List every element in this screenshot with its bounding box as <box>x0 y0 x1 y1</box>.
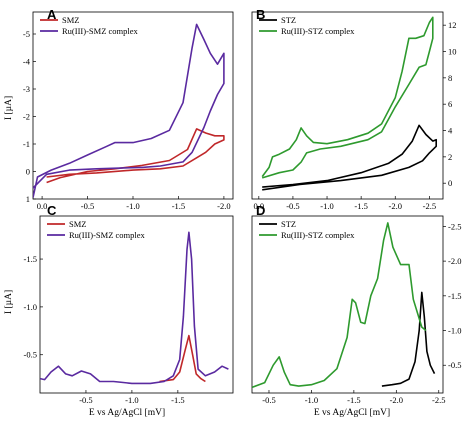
y-tick-label: -0.5 <box>24 350 37 360</box>
y-tick-label: -1.0 <box>448 326 461 336</box>
series-line-ru-iii-smz-complex <box>40 231 229 385</box>
legend-label: Ru(III)-SMZ complex <box>69 230 146 240</box>
y-tick-label: -2 <box>23 112 30 122</box>
y-tick-label: 1 <box>26 194 30 204</box>
y-tick-label: -1.0 <box>24 302 37 312</box>
panel-letter: D <box>256 203 265 218</box>
y-tick-label: 2 <box>448 152 452 162</box>
y-tick-label: 0 <box>26 167 30 177</box>
x-tick-label: -1.5 <box>354 201 367 211</box>
y-tick-label: 8 <box>448 73 452 83</box>
panel-a: 0.0 -0.5 -1.0 -1.5 -2.0 1 0 -1 -2 -3 -4 -5 SMZRu(III… <box>23 7 234 211</box>
plot-frame <box>39 215 234 394</box>
y-tick-label: 6 <box>448 99 452 109</box>
series-line-smz <box>46 128 225 184</box>
legend-label: SMZ <box>62 15 79 25</box>
panel-letter: C <box>47 203 57 218</box>
x-tick-label: -1.5 <box>171 395 184 405</box>
plot-frame <box>251 215 444 394</box>
x-tick-label: -2.0 <box>390 395 403 405</box>
plot-frame <box>251 11 444 200</box>
legend-label: STZ <box>281 15 296 25</box>
y-tick-label: 0 <box>448 178 452 188</box>
x-tick-label: -1.5 <box>347 395 360 405</box>
x-tick-label: 0.0 <box>254 201 265 211</box>
x-tick-label: -1.0 <box>305 395 318 405</box>
legend-label: STZ <box>281 219 296 229</box>
y-tick-label: -1.5 <box>24 254 37 264</box>
x-tick-label: -1.0 <box>320 201 333 211</box>
x-tick-label: -0.5 <box>81 201 94 211</box>
series-line-ru-iii-stz-complex <box>252 222 427 389</box>
x-tick-label: -2.0 <box>217 201 230 211</box>
x-tick-label: -0.5 <box>262 395 275 405</box>
series-line-ru-iii-stz-complex <box>261 16 434 179</box>
series-line-stz <box>262 124 437 191</box>
legend-label: Ru(III)-STZ complex <box>281 26 355 36</box>
y-tick-label: -0.5 <box>448 360 461 370</box>
x-tick-label: -2.5 <box>423 201 436 211</box>
y-tick-label: -1.5 <box>448 291 461 301</box>
y-tick-label: -1 <box>23 139 30 149</box>
x-tick-label: -0.5 <box>286 201 299 211</box>
x-tick-label: -1.5 <box>172 201 185 211</box>
y-tick-label: 4 <box>448 126 453 136</box>
series-line-stz <box>381 291 436 387</box>
x-tick-label: 0.0 <box>37 201 48 211</box>
x-tick-label: -2.5 <box>432 395 445 405</box>
legend-label: SMZ <box>69 219 86 229</box>
y-tick-label: -4 <box>23 57 31 67</box>
x-tick-label: -2.0 <box>389 201 402 211</box>
series-line-smz <box>159 334 206 383</box>
legend-label: Ru(III)-SMZ complex <box>62 26 139 36</box>
y-tick-label: 12 <box>448 20 457 30</box>
panel-b: 0.0 -0.5 -1.0 -1.5 -2.0 -2.5 0 2 4 6 8 10 12 STZRu(II… <box>251 7 457 211</box>
y-tick-label: -2.0 <box>448 256 461 266</box>
x-tick-label: -0.5 <box>79 395 92 405</box>
legend-label: Ru(III)-STZ complex <box>281 230 355 240</box>
y-tick-label: -2.5 <box>448 221 461 231</box>
panel-d: -0.5 -1.0 -1.5 -2.0 -2.5 -0.5 -1.0 -1.5 -2.0 -2.5… <box>251 203 461 405</box>
series-line-ru-iii-smz-complex <box>33 23 225 198</box>
x-tick-label: -1.0 <box>125 395 138 405</box>
y-tick-label: -3 <box>23 84 30 94</box>
x-tick-label: -1.0 <box>126 201 139 211</box>
y-tick-label: -5 <box>23 29 30 39</box>
panel-letter: A <box>47 7 57 22</box>
y-tick-label: 10 <box>448 47 457 57</box>
panel-letter: B <box>256 7 265 22</box>
